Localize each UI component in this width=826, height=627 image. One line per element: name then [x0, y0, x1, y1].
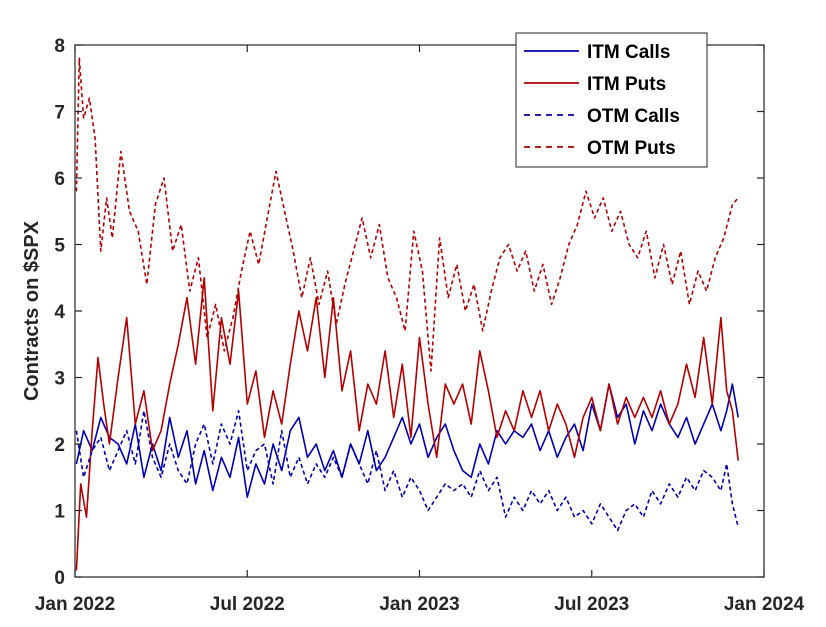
y-tick-label: 3: [54, 369, 65, 390]
legend-label: ITM Puts: [587, 74, 666, 95]
legend-label: ITM Calls: [587, 42, 670, 63]
y-tick-label: 7: [54, 103, 65, 124]
series-line-itm-puts: [75, 276, 739, 571]
y-tick-label: 8: [54, 36, 65, 57]
legend: ITM Calls ITM Puts OTM Calls OTM Puts: [515, 32, 708, 168]
legend-box: [515, 32, 708, 168]
y-axis-label: Contracts on $SPX: [21, 220, 43, 401]
y-tick-label: 0: [54, 568, 65, 589]
series-line-itm-calls: [75, 383, 739, 499]
y-tick-label: 6: [54, 169, 65, 190]
x-tick-label: Jul 2023: [554, 594, 629, 615]
x-tick-label: Jan 2024: [724, 594, 805, 615]
x-tick-label: Jan 2023: [379, 594, 459, 615]
x-tick-label: Jan 2022: [35, 594, 115, 615]
y-tick-label: 2: [54, 435, 65, 456]
legend-label: OTM Puts: [587, 138, 676, 159]
x-tick-label: Jul 2022: [210, 594, 285, 615]
series-layer: [75, 57, 739, 571]
y-tick-label: 4: [54, 302, 65, 323]
y-tick-label: 1: [54, 502, 65, 523]
legend-label: OTM Calls: [587, 106, 680, 127]
x-axis: Jan 2022 Jul 2022 Jan 2023 Jul 2023 Jan 2024: [35, 45, 805, 615]
series-line-otm-puts: [75, 57, 739, 372]
y-tick-label: 5: [54, 236, 65, 257]
y-axis: 0 1 2 3 4 5 6 7 8: [54, 36, 764, 589]
